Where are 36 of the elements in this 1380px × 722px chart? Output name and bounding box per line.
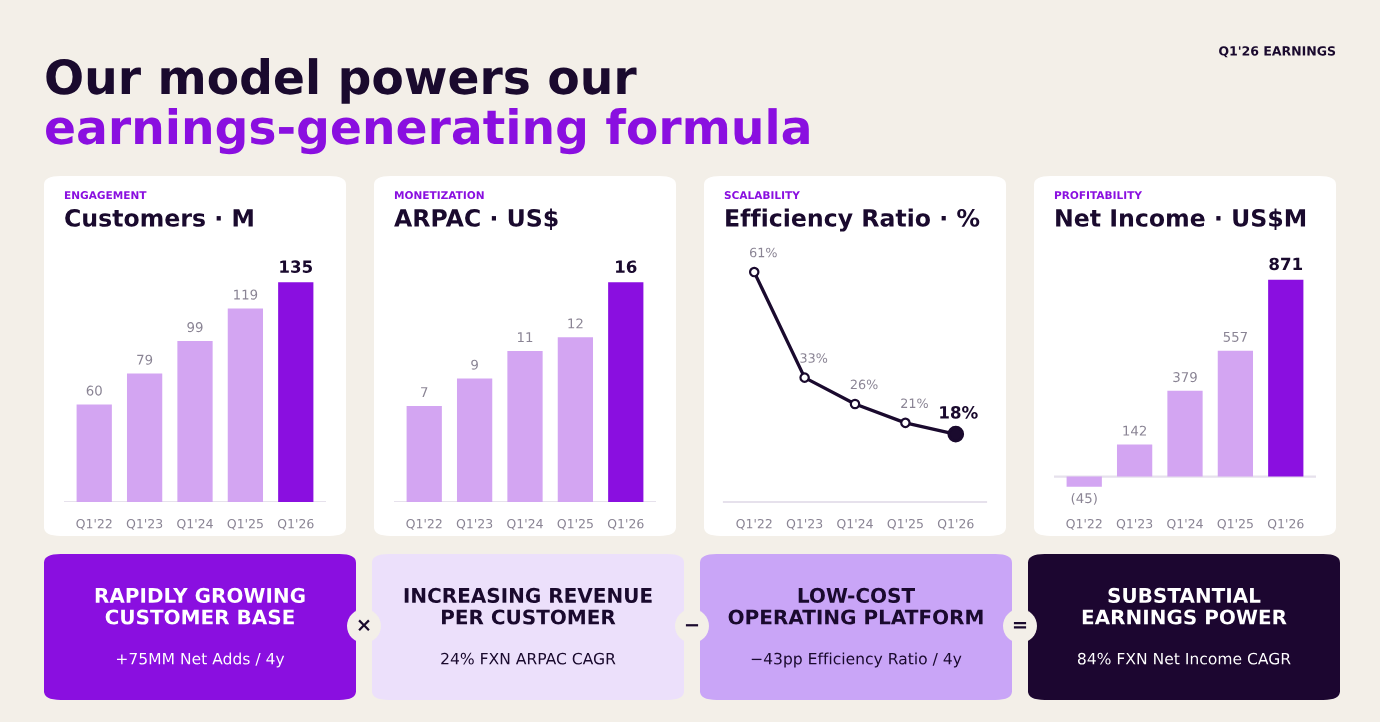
point <box>799 372 810 383</box>
bar <box>1217 350 1254 477</box>
bar <box>1066 476 1102 487</box>
data-label: 18% <box>940 406 978 419</box>
chart-title: Net Income · US$M <box>1056 208 1306 230</box>
text: RAPIDLY GROWING CUSTOMER BASE <box>95 587 305 625</box>
text: INCREASING REVENUE PER CUSTOMER <box>404 587 652 625</box>
text: − <box>685 624 699 627</box>
bar <box>177 340 213 502</box>
bar <box>1268 279 1304 477</box>
bar <box>1116 444 1153 477</box>
bar <box>456 378 493 502</box>
text: Our model powers our <box>46 58 637 104</box>
point <box>748 266 760 278</box>
bar <box>126 373 163 502</box>
text: SUBSTANTIAL EARNINGS POWER <box>1082 587 1287 625</box>
point <box>849 398 861 410</box>
chart-title: Efficiency Ratio · % <box>726 208 980 232</box>
bar <box>1167 390 1203 477</box>
data-label: 871 <box>1269 257 1303 271</box>
bar <box>557 337 594 502</box>
text: = <box>1013 622 1027 629</box>
text: × <box>358 619 370 631</box>
bar <box>76 404 112 502</box>
data-label: 135 <box>280 260 312 273</box>
bar <box>608 282 644 502</box>
point <box>900 417 911 429</box>
chart-title: Customers · M <box>65 208 253 227</box>
bar <box>227 308 264 502</box>
text: LOW-COST OPERATING PLATFORM <box>728 587 983 625</box>
chart-title: ARPAC · US$ <box>394 208 558 230</box>
bar <box>278 282 314 502</box>
text: earnings-generating formula <box>46 108 809 155</box>
bar <box>507 351 543 502</box>
data-label: 16 <box>616 260 637 273</box>
bar <box>406 405 442 502</box>
